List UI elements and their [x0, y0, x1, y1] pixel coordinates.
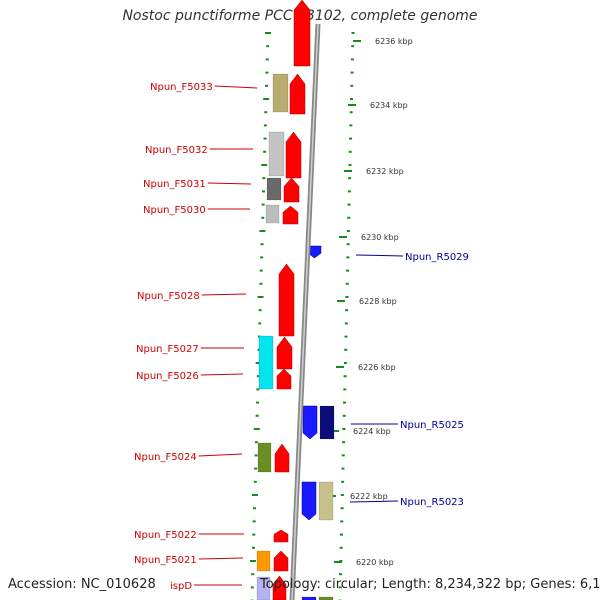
forward-gene-arrow [282, 205, 299, 225]
tick-label: 6228 kbp [359, 297, 397, 306]
forward-gene-label: ispD [170, 581, 192, 592]
backbone-highlight [291, 23, 319, 600]
forward-gene-arrow [283, 177, 300, 203]
accession-text: Accession: NC_010628 [8, 577, 156, 592]
gene-block-blue [301, 596, 317, 600]
forward-gene-arrow [273, 529, 289, 543]
forward-gene-label: Npun_F5031 [143, 179, 206, 190]
gene-block-cyan [258, 335, 274, 390]
reverse-gene-label: Npun_R5025 [400, 420, 464, 431]
forward-gene-label: Npun_F5030 [143, 205, 206, 216]
forward-leader-line [201, 293, 247, 296]
forward-gene-arrow [276, 368, 292, 390]
reverse-gene-label: Npun_R5023 [400, 497, 464, 508]
reverse-leader-line [349, 500, 399, 503]
tick-label: 6234 kbp [370, 101, 408, 110]
genome-summary-text: Topology: circular; Length: 8,234,322 bp… [260, 577, 600, 592]
tick-label: 6226 kbp [358, 363, 396, 372]
gene-block-khaki [318, 481, 334, 521]
reverse-gene-arrow [302, 405, 318, 440]
forward-gene-arrow [293, 0, 311, 67]
tick-label: 6224 kbp [353, 427, 391, 436]
forward-gene-arrow [276, 336, 293, 370]
tick-labels: 6236 kbp 6234 kbp 6232 kbp 6230 kbp 6228 kbp… [350, 37, 413, 567]
gene-block-lightgray [268, 131, 285, 177]
gene-block-orange [256, 550, 271, 572]
forward-leader-line [198, 557, 244, 560]
forward-gene-arrow [278, 263, 295, 337]
gene-block-navy [319, 405, 335, 440]
tick-label: 6232 kbp [366, 167, 404, 176]
forward-gene-label: Npun_F5027 [136, 344, 199, 355]
forward-gene-arrow [272, 575, 287, 600]
forward-gene-label: Npun_F5022 [134, 530, 197, 541]
forward-gene-label: Npun_F5026 [136, 371, 199, 382]
forward-gene-label: Npun_F5024 [134, 452, 197, 463]
gene-block-olive [318, 596, 334, 600]
tick-label: 6230 kbp [361, 233, 399, 242]
forward-gene-arrow [273, 550, 289, 572]
gene-block-gray [265, 204, 280, 224]
forward-gene-arrow [289, 73, 306, 115]
genome-backbone [289, 23, 321, 600]
gene-block-darkgray [266, 177, 282, 201]
reverse-gene-label: Npun_R5029 [405, 252, 469, 263]
gene-features [256, 0, 335, 600]
forward-gene-label: Npun_F5032 [145, 145, 208, 156]
forward-leader-line [207, 182, 252, 185]
gene-block-khaki [272, 73, 289, 113]
forward-leader-line [200, 373, 244, 376]
tick-label: 6222 kbp [350, 492, 388, 501]
forward-gene-arrow [285, 131, 302, 179]
gene-block-lavender [256, 576, 271, 600]
forward-leader-line [214, 85, 258, 89]
reverse-gene-arrow [301, 481, 317, 521]
reverse-leader-line [355, 254, 404, 257]
forward-gene-label: Npun_F5033 [150, 82, 213, 93]
tick-label: 6220 kbp [356, 558, 394, 567]
forward-gene-label: Npun_F5021 [134, 555, 197, 566]
gene-block-olive [257, 442, 272, 473]
tick-label: 6236 kbp [375, 37, 413, 46]
forward-gene-arrow [274, 443, 290, 473]
gene-labels: Npun_F5033 Npun_F5032 Npun_F5031 Npun_F5030… [134, 82, 469, 592]
forward-gene-label: Npun_F5028 [137, 291, 200, 302]
forward-leader-line [198, 453, 243, 457]
